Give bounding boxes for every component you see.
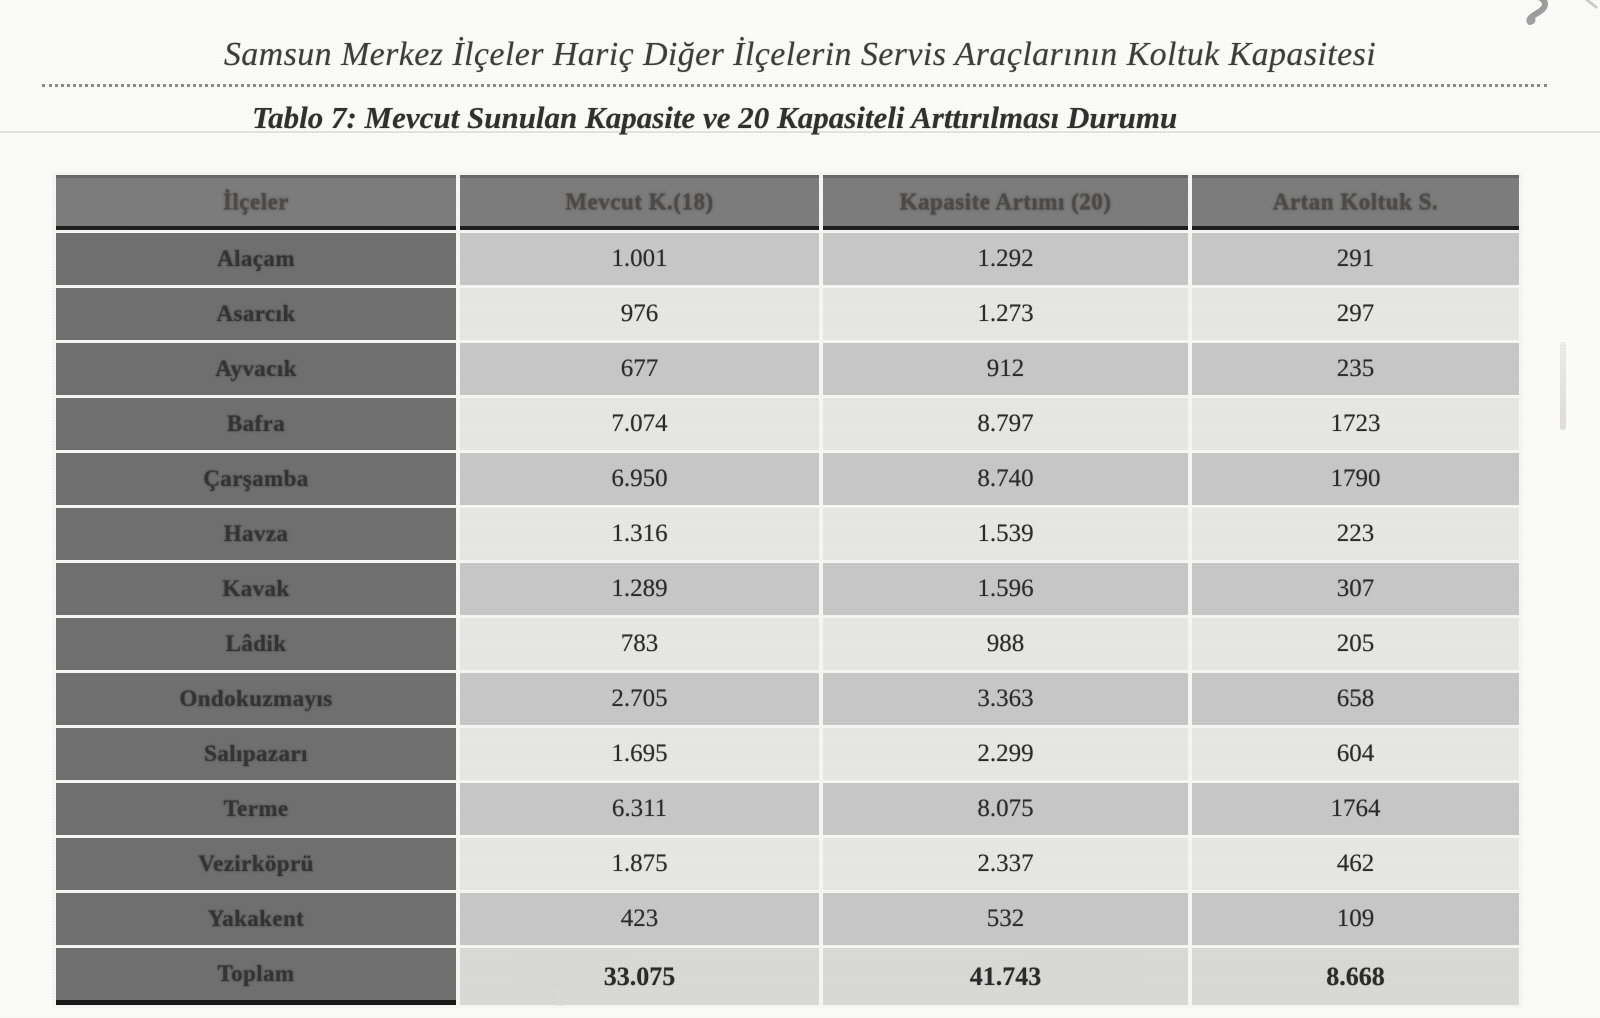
pen-squiggle-icon [1526,0,1598,25]
column-header-ilceler: İlçeler [56,175,456,230]
artan-koltuk-value: 235 [1192,343,1519,395]
district-label: Ayvacık [56,343,456,395]
kapasite-artimi-value: 1.292 [823,233,1188,285]
mevcut-value: 976 [460,288,819,340]
district-label: Terme [56,783,456,835]
table-row: Ondokuzmayıs 2.705 3.363 658 [56,673,1519,725]
district-label: Havza [56,508,456,560]
document-title: Samsun Merkez İlçeler Hariç Diğer İlçele… [223,36,1377,73]
mevcut-value: 1.875 [460,838,819,890]
table-row: Alaçam 1.001 1.292 291 [56,233,1519,285]
artan-koltuk-value: 1790 [1192,453,1519,505]
table-row: Yakakent 423 532 109 [56,893,1519,945]
mevcut-value: 7.074 [460,398,819,450]
header-row: İlçeler Mevcut K.(18) Kapasite Artımı (2… [56,175,1519,230]
kapasite-artimi-value: 8.797 [823,398,1188,450]
table-row: Terme 6.311 8.075 1764 [56,783,1519,835]
table-row: Toplam 33.075 41.743 8.668 [56,948,1519,1005]
scan-edge-artifact [1560,342,1566,430]
mevcut-value: 1.695 [460,728,819,780]
table-body: Alaçam 1.001 1.292 291 Asarcık 976 1.273 297 Ayv… [56,233,1519,1005]
mevcut-value: 6.950 [460,453,819,505]
district-label: Çarşamba [56,453,456,505]
district-label: Kavak [56,563,456,615]
mevcut-value: 1.289 [460,563,819,615]
mevcut-value: 423 [460,893,819,945]
district-label: Yakakent [56,893,456,945]
artan-koltuk-value: 297 [1192,288,1519,340]
mevcut-value: 783 [460,618,819,670]
table-row: Kavak 1.289 1.596 307 [56,563,1519,615]
artan-koltuk-value: 223 [1192,508,1519,560]
district-label: Ondokuzmayıs [56,673,456,725]
mevcut-value: 2.705 [460,673,819,725]
table-row: Çarşamba 6.950 8.740 1790 [56,453,1519,505]
artan-koltuk-value: 658 [1192,673,1519,725]
capacity-table: İlçeler Mevcut K.(18) Kapasite Artımı (2… [52,172,1523,1008]
kapasite-artimi-value: 2.337 [823,838,1188,890]
table-row: Lâdik 783 988 205 [56,618,1519,670]
column-header-mevcut: Mevcut K.(18) [460,175,819,230]
kapasite-artimi-value: 988 [823,618,1188,670]
column-header-kapasite-artimi: Kapasite Artımı (20) [823,175,1188,230]
kapasite-artimi-value: 3.363 [823,673,1188,725]
district-label: Bafra [56,398,456,450]
mevcut-value: 1.001 [460,233,819,285]
table-row: Havza 1.316 1.539 223 [56,508,1519,560]
kapasite-artimi-value: 912 [823,343,1188,395]
mevcut-value: 33.075 [460,948,819,1005]
mevcut-value: 1.316 [460,508,819,560]
kapasite-artimi-value: 8.075 [823,783,1188,835]
table-row: Ayvacık 677 912 235 [56,343,1519,395]
district-label: Toplam [56,948,456,1005]
kapasite-artimi-value: 41.743 [823,948,1188,1005]
table-row: Asarcık 976 1.273 297 [56,288,1519,340]
faint-scan-line [0,131,1600,133]
mevcut-value: 677 [460,343,819,395]
district-label: Vezirköprü [56,838,456,890]
kapasite-artimi-value: 2.299 [823,728,1188,780]
table-row: Vezirköprü 1.875 2.337 462 [56,838,1519,890]
dotted-underline [42,76,1547,87]
artan-koltuk-value: 205 [1192,618,1519,670]
mevcut-value: 6.311 [460,783,819,835]
artan-koltuk-value: 1764 [1192,783,1519,835]
district-label: Lâdik [56,618,456,670]
table-row: Bafra 7.074 8.797 1723 [56,398,1519,450]
table-caption: Tablo 7: Mevcut Sunulan Kapasite ve 20 K… [252,100,1178,135]
artan-koltuk-value: 291 [1192,233,1519,285]
kapasite-artimi-value: 8.740 [823,453,1188,505]
kapasite-artimi-value: 1.596 [823,563,1188,615]
district-label: Alaçam [56,233,456,285]
kapasite-artimi-value: 1.273 [823,288,1188,340]
table-header: İlçeler Mevcut K.(18) Kapasite Artımı (2… [56,175,1519,230]
artan-koltuk-value: 8.668 [1192,948,1519,1005]
table-row: Salıpazarı 1.695 2.299 604 [56,728,1519,780]
artan-koltuk-value: 462 [1192,838,1519,890]
district-label: Salıpazarı [56,728,456,780]
artan-koltuk-value: 109 [1192,893,1519,945]
artan-koltuk-value: 1723 [1192,398,1519,450]
district-label: Asarcık [56,288,456,340]
kapasite-artimi-value: 532 [823,893,1188,945]
artan-koltuk-value: 604 [1192,728,1519,780]
artan-koltuk-value: 307 [1192,563,1519,615]
column-header-artan-koltuk: Artan Koltuk S. [1192,175,1519,230]
scan-smudge [558,988,562,1006]
kapasite-artimi-value: 1.539 [823,508,1188,560]
